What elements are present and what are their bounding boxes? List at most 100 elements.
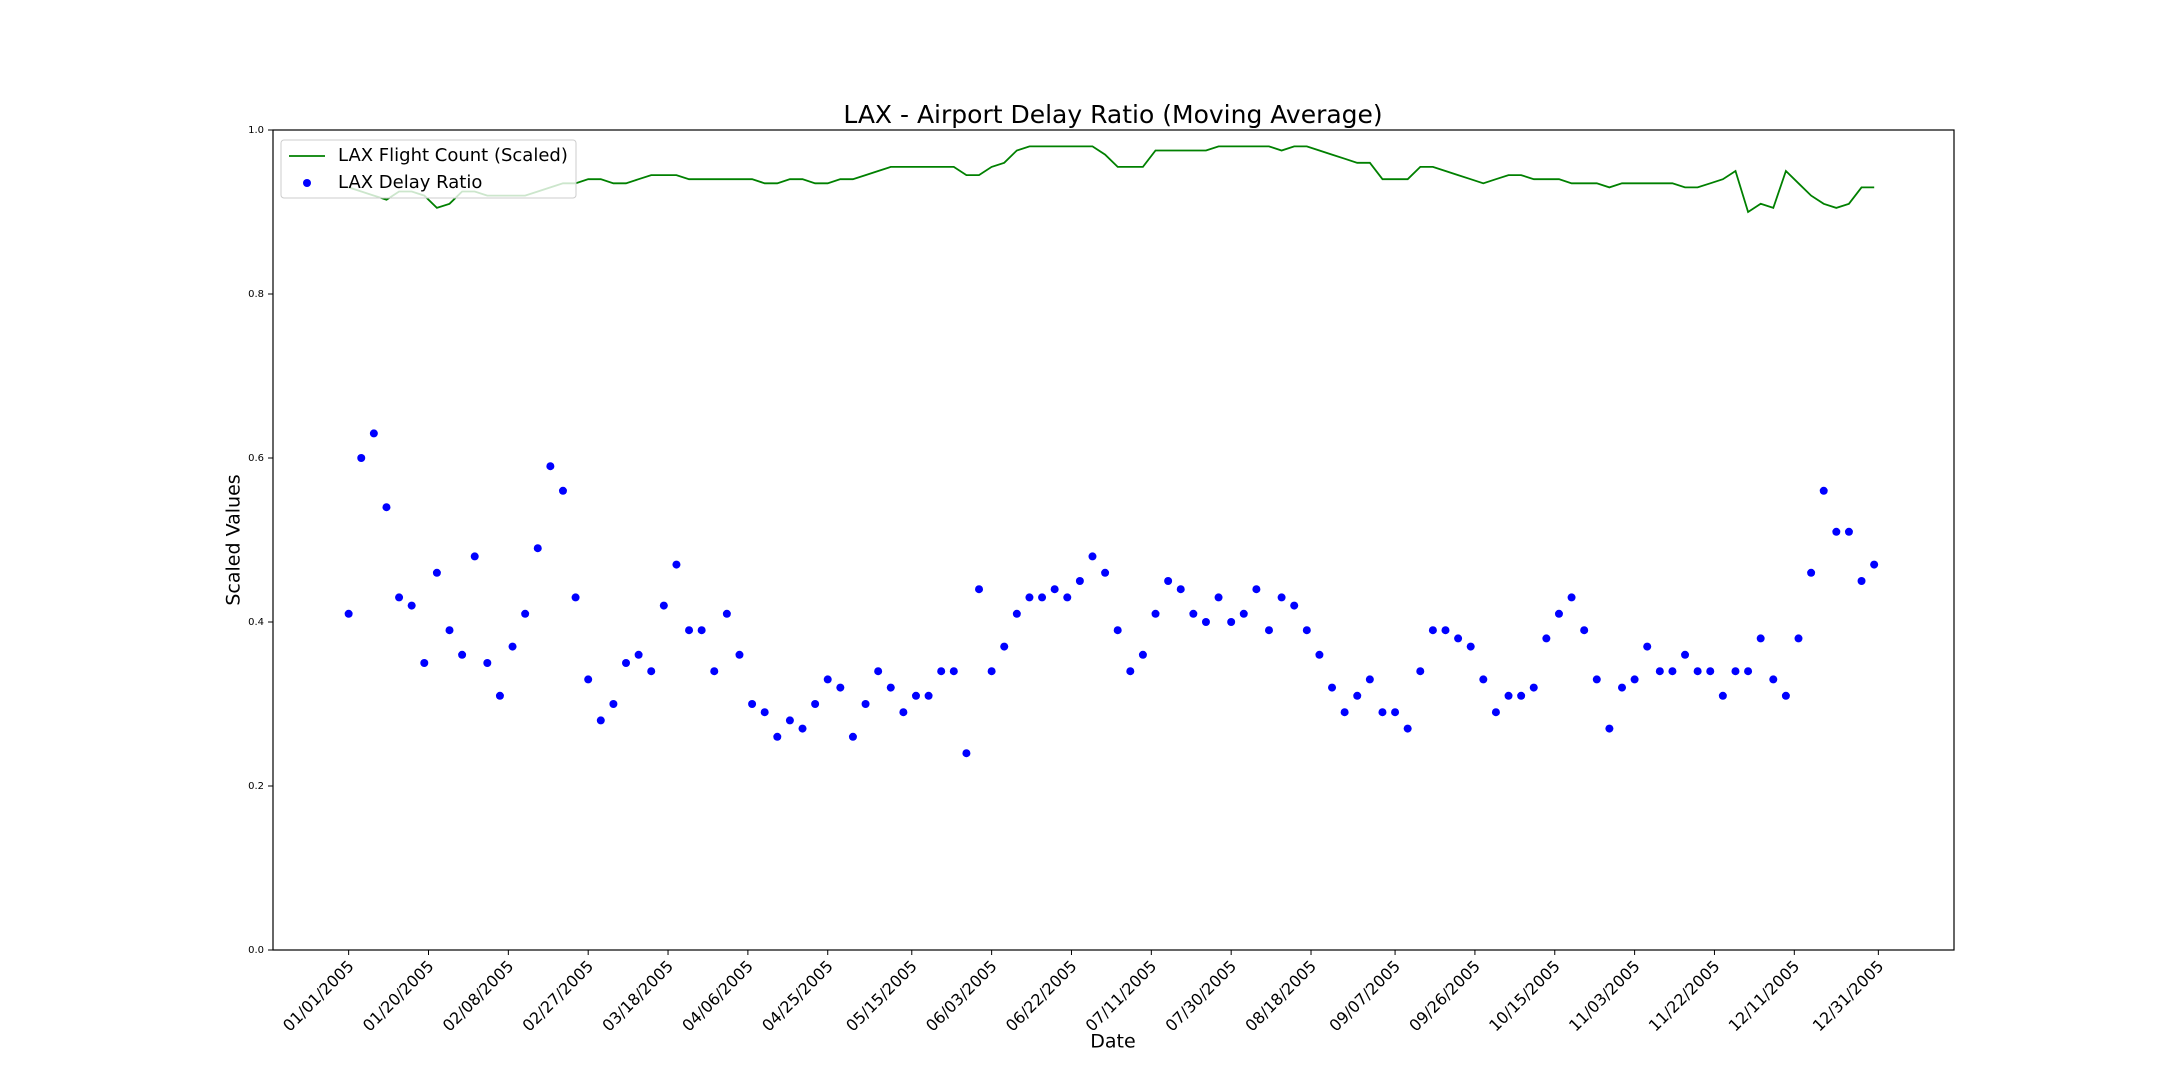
x-tick-label: 10/15/2005 — [1485, 957, 1564, 1036]
scatter-point — [1101, 568, 1110, 577]
scatter-point — [1277, 593, 1286, 602]
line-series — [348, 145, 1875, 214]
scatter-point — [1252, 585, 1261, 594]
x-tick-label: 12/11/2005 — [1725, 957, 1804, 1036]
legend-label: LAX Delay Ratio — [338, 172, 482, 193]
scatter-point — [1769, 675, 1778, 684]
scatter-point — [1781, 691, 1790, 700]
x-axis-label: Date — [1090, 1031, 1135, 1053]
scatter-point — [357, 454, 366, 462]
scatter-point — [521, 609, 530, 618]
scatter-point — [1618, 683, 1627, 692]
chart-title: LAX - Airport Delay Ratio (Moving Averag… — [843, 100, 1382, 129]
scatter-point — [659, 601, 668, 610]
y-tick-label: 0.4 — [248, 617, 264, 628]
scatter-point — [609, 700, 618, 708]
scatter-point — [1315, 650, 1324, 659]
scatter-point — [1454, 634, 1463, 643]
x-tick-label: 01/20/2005 — [359, 957, 438, 1036]
scatter-point — [634, 650, 643, 659]
scatter-point — [1756, 634, 1765, 643]
scatter-point — [407, 601, 416, 610]
scatter-point — [1554, 609, 1563, 618]
scatter-point — [1227, 618, 1236, 626]
x-tick-label: 06/22/2005 — [1002, 957, 1081, 1036]
scatter-point — [622, 659, 631, 667]
scatter-point — [861, 700, 870, 708]
scatter-point — [1844, 527, 1853, 536]
scatter-point — [1630, 675, 1639, 684]
scatter-point — [1592, 675, 1601, 684]
scatter-point — [458, 650, 467, 659]
scatter-point — [584, 675, 593, 684]
y-tick-label: 0.2 — [248, 781, 264, 792]
scatter-point — [886, 683, 895, 692]
scatter-point — [1479, 675, 1488, 684]
scatter-point — [1693, 667, 1702, 676]
scatter-point — [949, 667, 958, 676]
scatter-point — [1504, 691, 1513, 700]
scatter-point — [1302, 626, 1311, 635]
scatter-point — [1731, 667, 1740, 676]
scatter-point — [1428, 626, 1437, 635]
scatter-point — [420, 659, 429, 667]
scatter-point — [1151, 609, 1160, 618]
scatter-point — [697, 626, 706, 635]
legend-box — [280, 139, 577, 199]
y-tick-label: 0.8 — [248, 289, 264, 300]
x-tick-label: 08/18/2005 — [1241, 957, 1320, 1036]
scatter-point — [395, 593, 404, 602]
x-tick-label: 11/22/2005 — [1645, 957, 1724, 1036]
scatter-point — [1391, 708, 1400, 717]
scatter-point — [1164, 577, 1173, 585]
scatter-point — [1529, 683, 1538, 692]
x-tick-label: 11/03/2005 — [1565, 957, 1644, 1036]
scatter-point — [1491, 708, 1500, 717]
x-tick-label: 09/26/2005 — [1405, 957, 1484, 1036]
scatter-point — [811, 700, 820, 708]
scatter-point — [1441, 626, 1450, 635]
scatter-point — [596, 716, 605, 725]
scatter-point — [1050, 585, 1059, 594]
scatter-point — [1403, 724, 1412, 733]
scatter-point — [1542, 634, 1551, 643]
scatter-point — [1075, 577, 1084, 585]
scatter-point — [1832, 527, 1841, 536]
x-tick-label: 02/27/2005 — [519, 957, 598, 1036]
scatter-point — [1038, 593, 1047, 602]
scatter-point — [1744, 667, 1753, 676]
scatter-point — [924, 691, 933, 700]
scatter-point — [937, 667, 946, 676]
scatter-point — [1063, 593, 1072, 602]
scatter-point — [1239, 609, 1248, 618]
scatter-point — [1025, 593, 1034, 602]
scatter-point — [1328, 683, 1337, 692]
scatter-point — [1466, 642, 1475, 651]
scatter-point — [773, 732, 782, 741]
scatter-point — [1189, 609, 1198, 618]
scatter-point — [470, 552, 479, 561]
x-tick-label: 06/03/2005 — [922, 957, 1001, 1036]
scatter-point — [685, 626, 694, 635]
y-tick-label: 0.6 — [248, 453, 264, 464]
x-tick-label: 09/07/2005 — [1325, 957, 1404, 1036]
scatter-point — [558, 486, 567, 495]
plot-frame — [272, 129, 1955, 951]
scatter-point — [722, 609, 731, 618]
scatter-point — [1378, 708, 1387, 717]
y-tick-label: 0.0 — [248, 945, 264, 956]
scatter-point — [1567, 593, 1576, 602]
x-tick-label: 05/15/2005 — [842, 957, 921, 1036]
scatter-point — [1718, 691, 1727, 700]
scatter-point — [508, 642, 517, 651]
x-tick-label: 07/30/2005 — [1162, 957, 1241, 1036]
scatter-point — [836, 683, 845, 692]
scatter-point — [899, 708, 908, 717]
scatter-point — [344, 609, 353, 618]
scatter-point — [1176, 585, 1185, 594]
scatter-point — [735, 650, 744, 659]
scatter-point — [1807, 568, 1816, 577]
scatter-point — [546, 462, 555, 471]
scatter-point — [1416, 667, 1425, 676]
